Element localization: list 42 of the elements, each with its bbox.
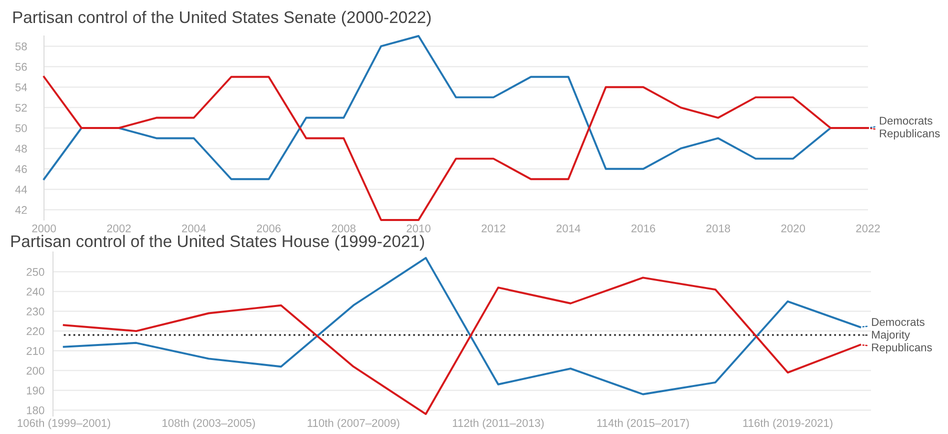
x-tick-label: 2022: [856, 224, 880, 232]
legend-label: Republicans: [880, 129, 940, 140]
y-tick-label: 58: [15, 42, 27, 50]
legend-label: Democrats: [872, 318, 924, 326]
chart-title: Partisan control of the United States Senate (2000-2022): [13, 10, 431, 26]
y-tick-label: 240: [26, 288, 44, 296]
y-tick-label: 56: [15, 62, 27, 71]
x-tick-label: 2004: [182, 224, 206, 232]
x-tick-label: 116th (2019-2021): [743, 418, 832, 430]
y-tick-label: 50: [15, 124, 27, 132]
y-tick-label: 210: [26, 347, 44, 355]
x-tick-label: 2018: [706, 224, 730, 232]
y-tick-label: 230: [26, 308, 44, 316]
x-tick-label: 2020: [781, 224, 806, 232]
ref-line-label: Majority: [872, 330, 910, 341]
x-tick-label: 2006: [256, 224, 281, 232]
chart-title: Partisan control of the United States House (1999-2021): [11, 234, 424, 250]
y-tick-label: 48: [15, 144, 27, 153]
x-tick-label: 2008: [332, 224, 356, 232]
x-tick-label: 106th (1999–2001): [18, 418, 110, 430]
y-tick-label: 54: [15, 83, 28, 92]
y-tick-label: 250: [26, 268, 44, 276]
y-tick-label: 180: [26, 406, 44, 414]
x-tick-label: 108th (2003–2005): [162, 418, 255, 430]
y-tick-label: 46: [15, 165, 27, 174]
x-tick-label: 114th (2015–2017): [597, 418, 689, 430]
y-tick-label: 190: [26, 386, 44, 394]
y-tick-label: 42: [15, 206, 27, 214]
y-tick-label: 220: [26, 327, 44, 336]
y-tick-label: 200: [26, 366, 44, 375]
legend-label: Republicans: [872, 343, 932, 354]
legend-label: Democrats: [880, 116, 932, 125]
x-tick-label: 110th (2007–2009): [308, 418, 400, 430]
y-tick-label: 52: [15, 104, 27, 112]
y-tick-label: 44: [15, 186, 28, 194]
x-tick-label: 2000: [32, 224, 56, 232]
x-tick-label: 2016: [631, 224, 656, 232]
x-tick-label: 2010: [406, 224, 430, 232]
x-tick-label: 112th (2011–2013): [452, 418, 544, 430]
x-tick-label: 2012: [482, 224, 506, 232]
x-tick-label: 2002: [107, 224, 131, 232]
x-tick-label: 2014: [556, 224, 580, 232]
